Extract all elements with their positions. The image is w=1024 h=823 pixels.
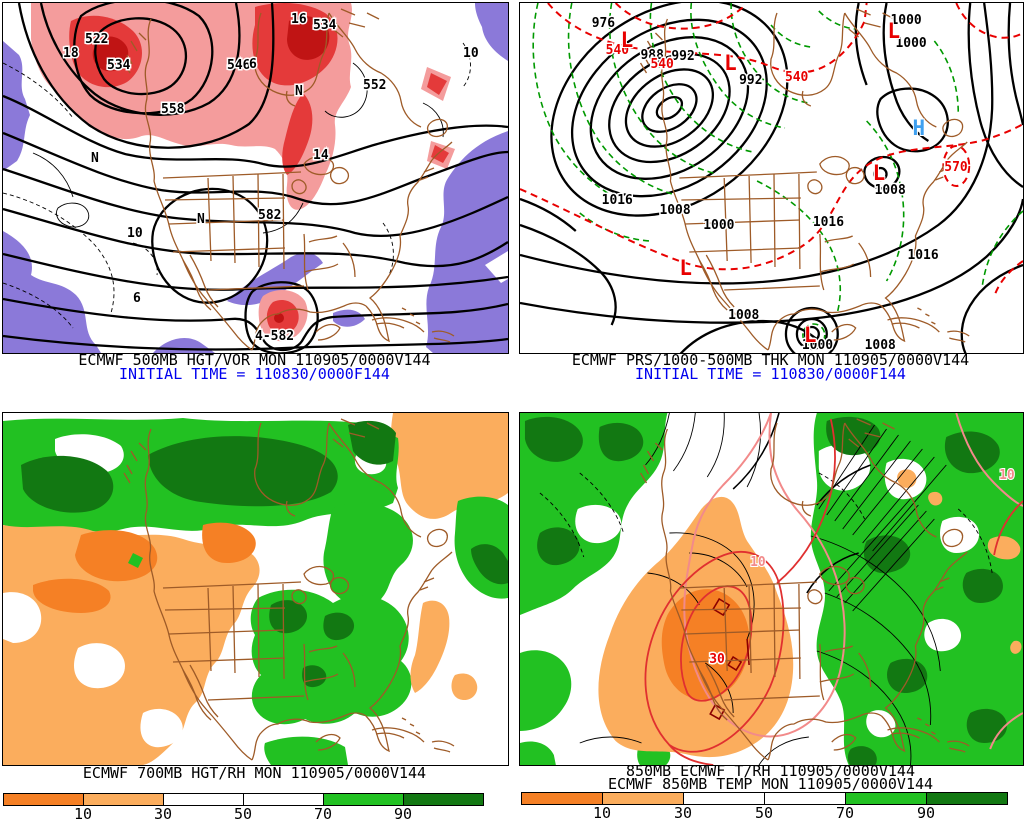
colorbar-tick: 70 bbox=[835, 804, 855, 822]
height-contours bbox=[3, 3, 508, 353]
caption-850mb-trh-title: 850MB ECMWF T/RH 110905/0000V144 bbox=[626, 762, 915, 780]
colorbar-tick: 10 bbox=[592, 804, 612, 822]
pressure-label: 1000 bbox=[802, 338, 833, 353]
panel-mslp-thickness: 976 988 992 992 1000 1000 1016 1016 1016… bbox=[519, 2, 1024, 354]
rh-colorbar-right-ticks: 10 30 50 70 90 bbox=[521, 804, 1008, 822]
thickness-label: 540 bbox=[785, 70, 809, 85]
neutral-label: N bbox=[197, 212, 205, 227]
contour-label: 6 bbox=[249, 57, 257, 72]
pressure-labels: 976 988 992 992 1000 1000 1016 1016 1016… bbox=[590, 11, 969, 353]
mslp-contours bbox=[520, 3, 1023, 353]
map-850mb-temp-rh: 10 30 10 bbox=[520, 413, 1023, 765]
colorbar-segment bbox=[521, 792, 603, 805]
pressure-label: 1016 bbox=[602, 193, 633, 208]
contour-label: 4-582 bbox=[255, 329, 294, 344]
contour-label: 534 bbox=[107, 58, 131, 73]
height-contour-labels: 522 18 534 534 16 546 552 558 582 4-582 … bbox=[62, 11, 481, 346]
rh-colorbar-left-ticks: 10 30 50 70 90 bbox=[3, 805, 484, 823]
contour-label: 552 bbox=[363, 78, 386, 93]
colorbar-tick: 90 bbox=[916, 804, 936, 822]
contour-label: 18 bbox=[63, 46, 79, 61]
pressure-label: 1008 bbox=[659, 203, 690, 218]
panel-500mb-hgt-vor: 522 18 534 534 16 546 552 558 582 4-582 … bbox=[2, 2, 509, 354]
caption-500mb-initial-time: INITIAL TIME = 110830/0000F144 bbox=[119, 365, 390, 383]
contour-label: 534 bbox=[313, 18, 337, 33]
colorbar-segment bbox=[602, 792, 684, 805]
colorbar-segment bbox=[83, 793, 164, 806]
colorbar-segment bbox=[403, 793, 484, 806]
contour-label: 582 bbox=[258, 208, 281, 223]
caption-thickness-initial-time: INITIAL TIME = 110830/0000F144 bbox=[635, 365, 906, 383]
map-700mb-rh bbox=[3, 413, 508, 765]
thickness-label: 540 bbox=[650, 57, 674, 72]
pressure-label: 988 bbox=[641, 48, 664, 63]
thickness-over-540-contours bbox=[520, 3, 1023, 295]
vorticity-thin-contours bbox=[3, 42, 471, 329]
contour-label: 16 bbox=[291, 12, 307, 27]
contour-label: 558 bbox=[161, 102, 185, 117]
colorbar-tick: 90 bbox=[393, 805, 413, 823]
colorbar-tick: 50 bbox=[233, 805, 253, 823]
low-marker: L bbox=[873, 161, 886, 185]
colorbar-segment bbox=[926, 792, 1008, 805]
colorbar-tick: 10 bbox=[73, 805, 93, 823]
temp-label: 10 bbox=[750, 555, 766, 570]
high-marker: H bbox=[912, 116, 925, 140]
pressure-label: 992 bbox=[739, 73, 762, 88]
colorbar-segment bbox=[845, 792, 927, 805]
temp-contours-colored bbox=[644, 413, 1023, 765]
pressure-label: 1008 bbox=[728, 308, 759, 323]
colorbar-segment bbox=[683, 792, 765, 805]
pressure-label: 1016 bbox=[813, 215, 844, 230]
colorbar-tick: 50 bbox=[754, 804, 774, 822]
colorbar-tick: 30 bbox=[673, 804, 693, 822]
temp-label: 30 bbox=[709, 652, 725, 667]
pressure-label: 1000 bbox=[703, 218, 734, 233]
colorbar-tick: 70 bbox=[313, 805, 333, 823]
colorbar-segment bbox=[764, 792, 846, 805]
pressure-label: 1016 bbox=[907, 248, 938, 263]
rh-colorbar-right bbox=[521, 792, 1008, 805]
low-marker: L bbox=[804, 323, 817, 347]
pressure-label: 992 bbox=[671, 49, 694, 64]
contour-label: 10 bbox=[127, 226, 143, 241]
low-marker: L bbox=[679, 256, 692, 280]
contour-label: 522 bbox=[85, 32, 108, 47]
colorbar-segment bbox=[323, 793, 404, 806]
contour-label: 6 bbox=[133, 291, 141, 306]
temp-contours-black bbox=[539, 413, 993, 765]
contour-label: 10 bbox=[463, 46, 479, 61]
neutral-label: N bbox=[91, 151, 99, 166]
rh-shading bbox=[3, 413, 508, 765]
thickness-label: 540 bbox=[606, 43, 630, 58]
colorbar-tick: 30 bbox=[153, 805, 173, 823]
rh-colorbar-left bbox=[3, 793, 484, 806]
pressure-label: 1000 bbox=[896, 36, 927, 51]
caption-700mb-title: ECMWF 700MB HGT/RH MON 110905/0000V144 bbox=[82, 764, 427, 782]
panel-700mb-rh bbox=[2, 412, 509, 766]
low-marker: L bbox=[621, 28, 634, 52]
pressure-centers: H L L L L L L bbox=[620, 18, 926, 348]
low-marker: L bbox=[724, 51, 737, 75]
pressure-label: 976 bbox=[592, 16, 616, 31]
caption-500mb-title: ECMWF 500MB HGT/VOR MON 110905/0000V144 bbox=[78, 351, 431, 369]
map-500mb-hgt-vor: 522 18 534 534 16 546 552 558 582 4-582 … bbox=[3, 3, 508, 353]
colorbar-segment bbox=[3, 793, 84, 806]
panel-850mb-temp-rh: 10 30 10 bbox=[519, 412, 1024, 766]
temp-label: 10 bbox=[999, 468, 1015, 483]
pressure-label: 1000 bbox=[891, 13, 922, 28]
contour-label: 14 bbox=[313, 148, 329, 163]
colorbar-segment bbox=[243, 793, 324, 806]
caption-850mb-temp-title: ECMWF 850MB TEMP MON 110905/0000V144 bbox=[607, 775, 934, 793]
temp-labels: 10 30 10 bbox=[708, 467, 1016, 669]
neutral-label: N bbox=[295, 84, 303, 99]
thickness-label: 570 bbox=[944, 160, 968, 175]
colorbar-segment bbox=[163, 793, 244, 806]
pressure-label: 1008 bbox=[865, 338, 896, 353]
caption-thickness-title: ECMWF PRS/1000-500MB THK MON 110905/0000… bbox=[571, 351, 970, 369]
contour-label: 546 bbox=[227, 58, 251, 73]
map-mslp-thickness: 976 988 992 992 1000 1000 1016 1016 1016… bbox=[520, 3, 1023, 353]
pressure-label: 1008 bbox=[875, 183, 906, 198]
low-marker: L bbox=[888, 19, 901, 43]
